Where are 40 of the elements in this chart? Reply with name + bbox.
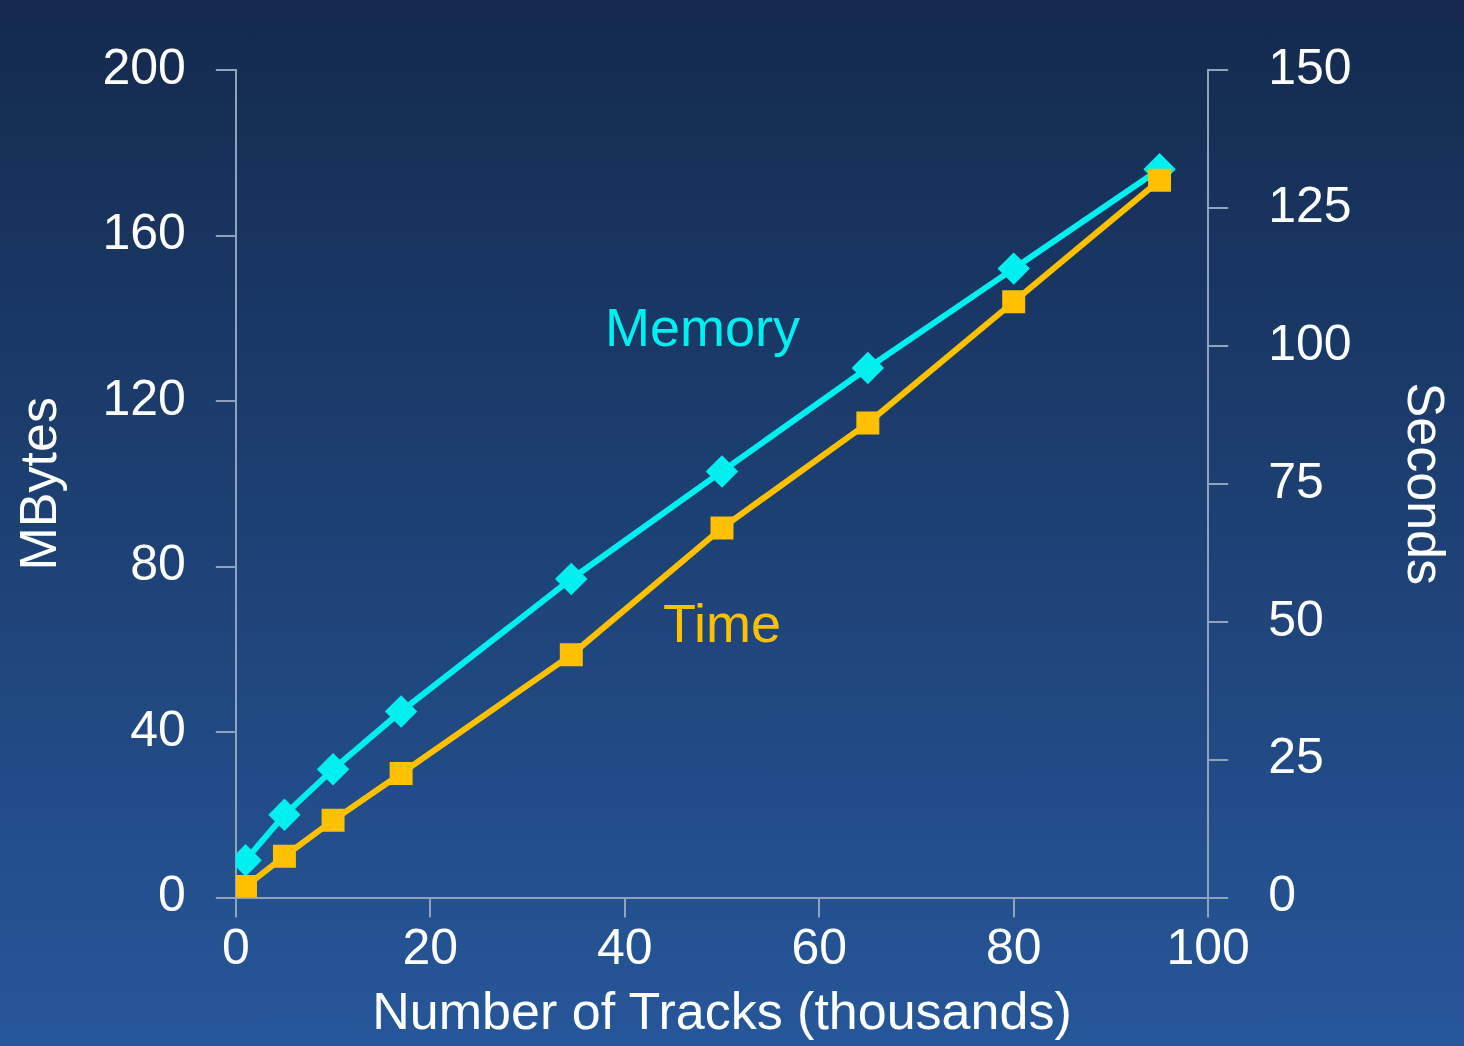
y-tick-label: 200 bbox=[102, 38, 186, 95]
x-tick-label: 80 bbox=[985, 919, 1042, 976]
point bbox=[386, 696, 417, 727]
y2-tick-label: 75 bbox=[1268, 452, 1324, 509]
point bbox=[852, 352, 883, 383]
x-tick-label: 100 bbox=[1166, 919, 1250, 976]
y-tick-label: 40 bbox=[130, 700, 186, 757]
point bbox=[856, 411, 880, 435]
y2-tick-label: 25 bbox=[1268, 728, 1324, 785]
y-tick-label: 120 bbox=[102, 369, 186, 426]
x-tick-label: 0 bbox=[221, 919, 250, 976]
x-tick-label: 40 bbox=[596, 919, 653, 976]
y-tick-label: 0 bbox=[158, 866, 186, 923]
point bbox=[556, 563, 587, 594]
y2-tick-label: 0 bbox=[1268, 866, 1296, 923]
point bbox=[389, 761, 413, 785]
y-axis-title: MBytes bbox=[8, 397, 67, 571]
point bbox=[235, 875, 258, 898]
x-tick-label: 20 bbox=[402, 919, 459, 976]
x-axis-title: Number of Tracks (thousands) bbox=[372, 982, 1072, 1041]
point bbox=[318, 754, 349, 785]
series-label: Memory bbox=[605, 296, 801, 357]
y-tick-label: 160 bbox=[102, 204, 186, 261]
point bbox=[710, 516, 734, 540]
y2-tick-label: 150 bbox=[1268, 38, 1352, 95]
point bbox=[707, 456, 737, 487]
point bbox=[1002, 290, 1026, 314]
y2-tick-label: 100 bbox=[1268, 314, 1352, 371]
point bbox=[1148, 168, 1172, 192]
y2-axis-title: Seconds bbox=[1397, 382, 1456, 585]
x-tick-label: 60 bbox=[791, 919, 848, 976]
point bbox=[998, 253, 1029, 284]
point bbox=[559, 643, 583, 667]
y2-tick-label: 50 bbox=[1268, 590, 1324, 647]
point bbox=[321, 808, 345, 832]
series-label: Time bbox=[663, 593, 781, 654]
y2-tick-label: 125 bbox=[1268, 176, 1352, 233]
point bbox=[269, 799, 300, 830]
point bbox=[272, 844, 296, 868]
y-tick-label: 80 bbox=[130, 535, 186, 592]
